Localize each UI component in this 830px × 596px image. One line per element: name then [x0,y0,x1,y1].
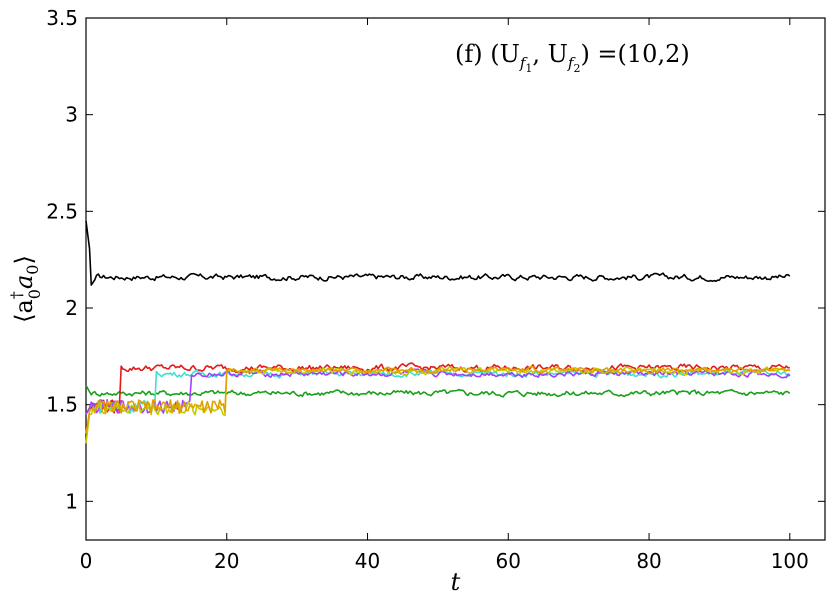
x-tick-label: 20 [214,549,239,573]
x-axis-label: t [451,568,461,596]
x-tick-label: 0 [80,549,93,573]
y-tick-label: 1 [65,489,78,513]
series-line-1 [85,384,791,398]
series-group [85,220,791,444]
y-axis-label: ⟨a†0a0⟩ [7,255,44,323]
x-tick-label: 40 [355,549,380,573]
plot-frame [85,17,826,541]
y-tick-label: 2 [65,296,78,320]
series-line-4 [85,368,791,415]
series-line-0 [85,220,791,286]
x-tick-label: 60 [496,549,521,573]
axis-ticks [85,17,825,540]
y-tick-label: 3 [65,103,78,127]
y-tick-label: 1.5 [46,393,78,417]
y-tick-label: 2.5 [46,199,78,223]
tick-labels: 0 20 40 60 80 100 1 1.5 2 2.5 3 3.5 [46,6,809,573]
y-tick-label: 3.5 [46,6,78,30]
series-line-3 [85,369,791,415]
panel-annotation: (f) (Uf1, Uf2) =(10,2) [455,40,690,75]
x-tick-label: 100 [771,549,809,573]
x-tick-label: 80 [636,549,661,573]
series-line-6 [85,365,790,434]
